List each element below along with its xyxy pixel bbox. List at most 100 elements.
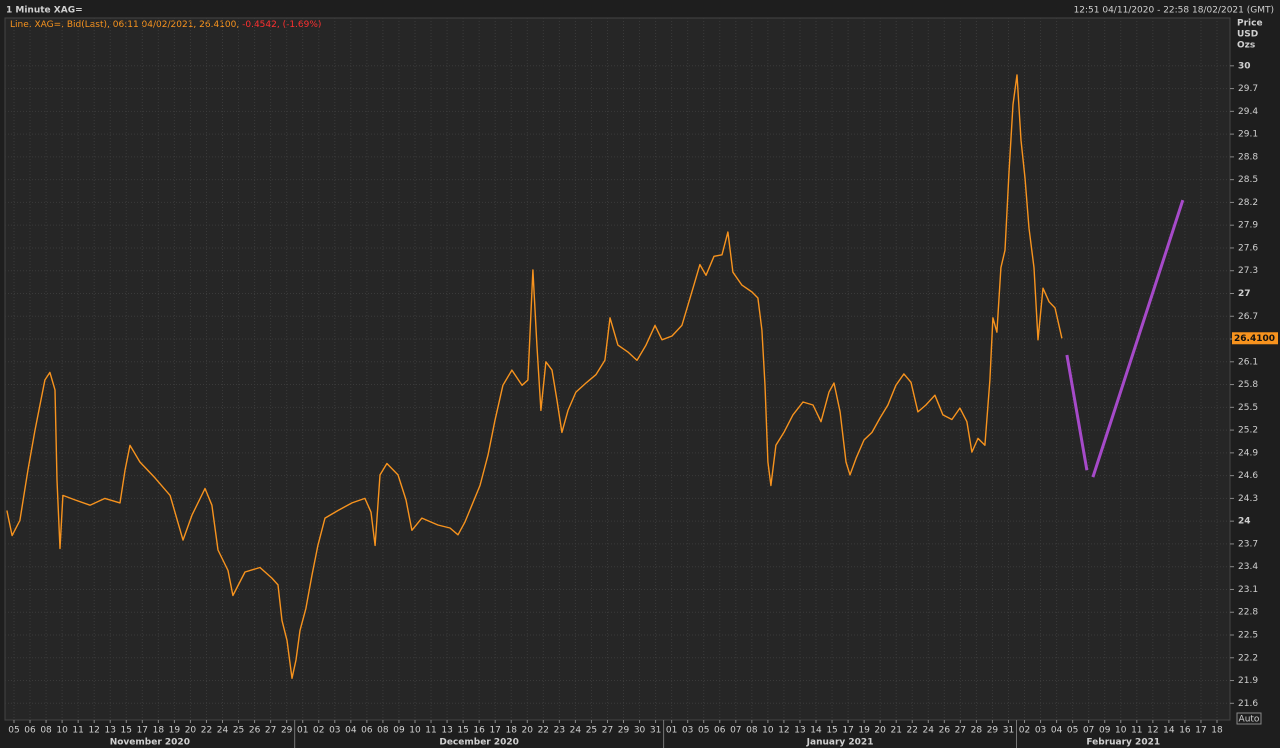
x-tick-label: 17 xyxy=(137,726,148,736)
price-line xyxy=(6,74,1063,679)
legend-change: -0.4542, (-1.69%) xyxy=(242,20,321,30)
x-tick-label: 05 xyxy=(1067,726,1078,736)
y-tick-label: 23.1 xyxy=(1238,585,1258,595)
x-tick-label: 04 xyxy=(1051,726,1063,736)
x-tick-label: 17 xyxy=(842,726,853,736)
x-tick-label: 15 xyxy=(826,726,837,736)
y-tick-label: 21.9 xyxy=(1238,676,1258,686)
x-tick-label: 19 xyxy=(858,726,870,736)
chart-title: 1 Minute XAG= xyxy=(6,6,83,16)
legend-text: Line, XAG=, Bid(Last), 06:11 04/02/2021,… xyxy=(10,20,239,30)
x-tick-label: 20 xyxy=(874,726,886,736)
x-tick-label: 02 xyxy=(1019,726,1030,736)
y-tick-label: 29.4 xyxy=(1238,107,1258,117)
y-axis-label: Ozs xyxy=(1237,41,1255,51)
x-tick-label: 11 xyxy=(72,726,83,736)
x-tick-label: 07 xyxy=(730,726,741,736)
x-tick-label: 24 xyxy=(923,726,935,736)
month-label: January 2021 xyxy=(806,738,874,748)
y-tick-label: 25.2 xyxy=(1238,426,1258,436)
x-tick-label: 06 xyxy=(361,726,373,736)
x-tick-label: 24 xyxy=(570,726,582,736)
y-tick-label: 27 xyxy=(1238,289,1251,299)
x-tick-label: 03 xyxy=(329,726,340,736)
last-price-tag xyxy=(1232,332,1278,345)
last-price-label: 26.4100 xyxy=(1234,334,1275,344)
y-tick-label: 23.4 xyxy=(1238,562,1258,572)
x-tick-label: 21 xyxy=(890,726,901,736)
x-tick-label: 16 xyxy=(473,726,485,736)
plot-area xyxy=(4,17,1231,721)
x-tick-label: 06 xyxy=(714,726,726,736)
x-tick-label: 10 xyxy=(762,726,774,736)
x-tick-label: 27 xyxy=(602,726,613,736)
auto-label[interactable]: Auto xyxy=(1239,715,1260,725)
x-tick-label: 30 xyxy=(634,726,646,736)
x-tick-label: 19 xyxy=(169,726,181,736)
x-tick-label: 13 xyxy=(441,726,452,736)
x-tick-label: 26 xyxy=(939,726,951,736)
x-tick-label: 05 xyxy=(698,726,709,736)
x-tick-label: 07 xyxy=(1083,726,1094,736)
x-tick-label: 22 xyxy=(538,726,549,736)
x-tick-label: 01 xyxy=(297,726,308,736)
x-tick-label: 18 xyxy=(506,726,518,736)
x-tick-label: 17 xyxy=(489,726,500,736)
x-tick-label: 11 xyxy=(425,726,436,736)
y-tick-label: 25.5 xyxy=(1238,403,1258,413)
x-tick-label: 10 xyxy=(409,726,421,736)
y-axis-label: Price xyxy=(1237,19,1263,29)
month-label: December 2020 xyxy=(439,738,519,748)
x-tick-label: 09 xyxy=(393,726,405,736)
y-tick-label: 27.6 xyxy=(1238,243,1258,253)
x-tick-label: 08 xyxy=(40,726,52,736)
x-tick-label: 12 xyxy=(88,726,99,736)
y-tick-label: 29.1 xyxy=(1238,130,1258,140)
y-tick-label: 27.3 xyxy=(1238,266,1258,276)
x-tick-label: 01 xyxy=(666,726,677,736)
x-tick-label: 13 xyxy=(104,726,115,736)
y-tick-label: 29.7 xyxy=(1238,84,1258,94)
y-tick-label: 21.6 xyxy=(1238,699,1258,709)
y-tick-label: 23.7 xyxy=(1238,539,1258,549)
x-tick-label: 29 xyxy=(281,726,293,736)
x-tick-label: 20 xyxy=(522,726,534,736)
x-tick-label: 29 xyxy=(618,726,630,736)
y-tick-label: 26.1 xyxy=(1238,357,1258,367)
x-tick-label: 31 xyxy=(1003,726,1014,736)
y-tick-label: 28.5 xyxy=(1238,175,1258,185)
y-tick-label: 27.9 xyxy=(1238,221,1258,231)
y-tick-label: 26.7 xyxy=(1238,312,1258,322)
y-tick-label: 24.3 xyxy=(1238,494,1258,504)
x-tick-label: 10 xyxy=(1115,726,1127,736)
x-tick-label: 14 xyxy=(1163,726,1175,736)
x-tick-label: 02 xyxy=(313,726,324,736)
x-tick-label: 17 xyxy=(1195,726,1206,736)
x-tick-label: 31 xyxy=(650,726,661,736)
x-tick-label: 29 xyxy=(987,726,999,736)
x-tick-label: 15 xyxy=(457,726,468,736)
y-tick-label: 24.9 xyxy=(1238,448,1258,458)
x-tick-label: 03 xyxy=(682,726,693,736)
y-tick-label: 30 xyxy=(1238,61,1251,71)
x-tick-label: 16 xyxy=(1179,726,1191,736)
x-tick-label: 06 xyxy=(24,726,36,736)
x-tick-label: 25 xyxy=(586,726,597,736)
x-tick-label: 05 xyxy=(8,726,19,736)
y-tick-label: 28.8 xyxy=(1238,152,1258,162)
x-tick-label: 15 xyxy=(121,726,132,736)
price-line xyxy=(1065,199,1185,478)
x-tick-label: 26 xyxy=(249,726,261,736)
y-axis-label: USD xyxy=(1237,30,1258,40)
x-tick-label: 28 xyxy=(971,726,983,736)
x-tick-label: 20 xyxy=(185,726,197,736)
auto-box[interactable] xyxy=(1236,712,1262,725)
y-tick-label: 24.6 xyxy=(1238,471,1258,481)
y-tick-label: 28.2 xyxy=(1238,198,1258,208)
y-tick-label: 22.8 xyxy=(1238,608,1258,618)
x-tick-label: 12 xyxy=(1147,726,1158,736)
x-tick-label: 04 xyxy=(345,726,357,736)
x-tick-label: 09 xyxy=(1099,726,1111,736)
